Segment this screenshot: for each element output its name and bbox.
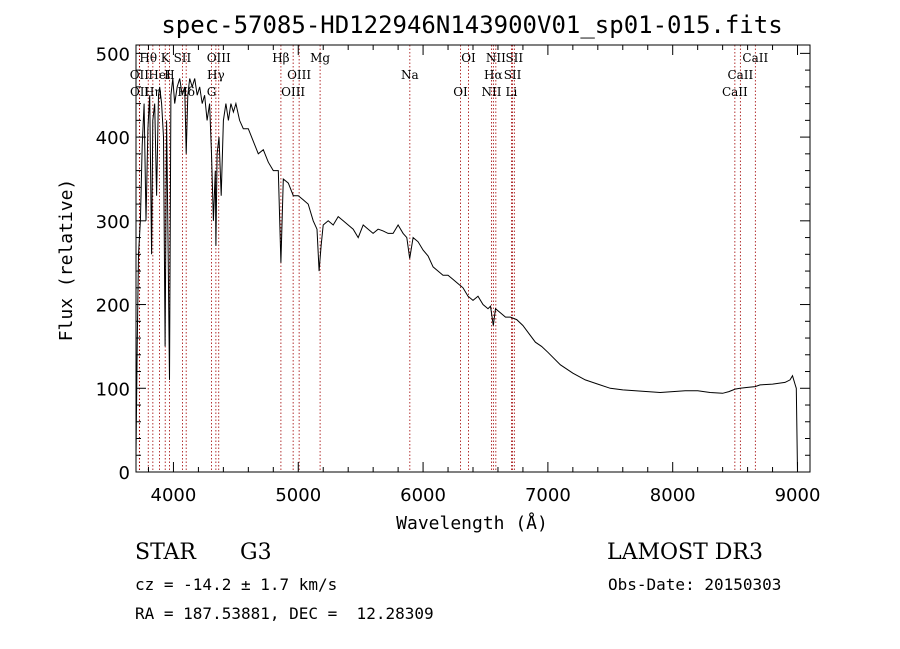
y-tick-label: 0 xyxy=(119,463,130,484)
x-axis-label: Wavelength (Å) xyxy=(396,512,548,534)
y-tick-label: 400 xyxy=(96,128,130,149)
coordinates: RA = 187.53881, DEC = 12.28309 xyxy=(135,604,434,623)
spectral-line-label: Li xyxy=(506,85,518,99)
y-tick-label: 500 xyxy=(96,44,130,65)
spectral-line-label: Hδ xyxy=(177,85,195,99)
x-tick-label: 8000 xyxy=(650,485,696,506)
spectral-line-label: OIII xyxy=(287,68,311,82)
x-tick-label: 9000 xyxy=(775,485,821,506)
obs-date: Obs-Date: 20150303 xyxy=(608,575,782,594)
x-axis-ticks: 4000 5000 6000 7000 8000 9000 xyxy=(147,45,821,506)
object-class: STAR xyxy=(135,540,196,565)
spectral-line-label: H xyxy=(164,68,174,82)
spectral-line-label: OII xyxy=(130,68,150,82)
spectral-line-label: OI xyxy=(453,85,468,99)
y-tick-label: 100 xyxy=(96,379,130,400)
spectral-line-label: CaII xyxy=(722,85,748,99)
spectral-line-label: NII xyxy=(486,51,506,65)
spectral-line-label: OII xyxy=(130,85,150,99)
spectral-line-label: CaII xyxy=(727,68,753,82)
y-axis-ticks: 0 100 200 300 400 500 xyxy=(96,44,810,484)
y-tick-label: 300 xyxy=(96,212,130,233)
spectral-line-label: K xyxy=(161,51,171,65)
spectral-line-label: Hα xyxy=(484,68,503,82)
survey-name: LAMOST DR3 xyxy=(607,540,763,565)
chart-title: spec-57085-HD122946N143900V01_sp01-015.f… xyxy=(161,11,782,39)
y-axis-label: Flux (relative) xyxy=(56,179,77,342)
spectral-line-label: NII xyxy=(481,85,501,99)
x-tick-label: 6000 xyxy=(400,485,446,506)
spectral-line-label: OI xyxy=(461,51,476,65)
spectral-line-label: Hγ xyxy=(207,68,225,82)
x-tick-label: 4000 xyxy=(151,485,197,506)
spectral-line-label: OIII xyxy=(207,51,231,65)
spectral-line-label: SII xyxy=(504,68,522,82)
spectral-line-label: SII xyxy=(505,51,523,65)
spectral-line-label: Hη xyxy=(144,85,162,99)
redshift-text: cz = -14.2 ± 1.7 km/s xyxy=(135,575,338,594)
object-subclass: G3 xyxy=(240,540,272,565)
spectral-line-labels: HθOIIOIIKHeIHηSIIHHδOIIIHγGHβOIIIOIIIMgN… xyxy=(130,51,769,99)
spectral-line-label: Mg xyxy=(310,51,330,65)
spectral-line-label: HeI xyxy=(148,68,171,82)
spectral-lines-layer xyxy=(138,45,756,472)
spectral-line-label: Hθ xyxy=(139,51,157,65)
spectral-line-label: CaII xyxy=(742,51,768,65)
y-tick-label: 200 xyxy=(96,296,130,317)
spectral-line-label: Hβ xyxy=(272,51,289,65)
spectral-line-label: G xyxy=(207,85,217,99)
spectral-line-label: SII xyxy=(174,51,192,65)
spectral-line-label: Na xyxy=(401,68,419,82)
spectral-line-label: OIII xyxy=(281,85,305,99)
x-tick-label: 7000 xyxy=(525,485,571,506)
x-tick-label: 5000 xyxy=(275,485,321,506)
spectrum-line xyxy=(135,78,798,473)
